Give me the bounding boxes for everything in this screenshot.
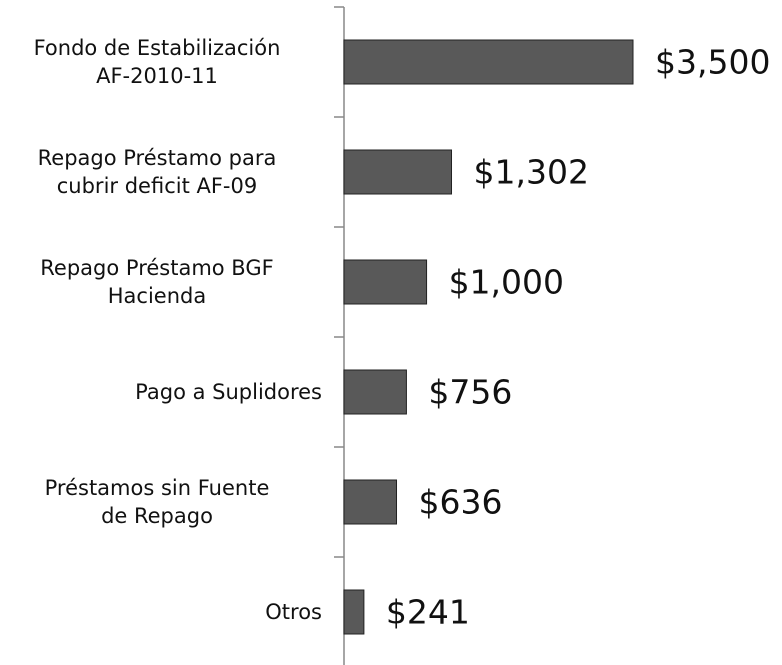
category-label: Préstamos sin Fuente de Repago <box>44 476 270 528</box>
bar <box>343 479 398 525</box>
bar <box>343 369 407 415</box>
category-label: Pago a Suplidores <box>135 380 322 404</box>
category-label: Repago Préstamo para cubrir deficit AF-0… <box>37 146 277 198</box>
bar <box>343 259 428 305</box>
category-label: Repago Préstamo BGF Hacienda <box>40 256 274 308</box>
bar <box>343 589 365 635</box>
value-label: $1,302 <box>474 153 589 192</box>
category-label: Fondo de Estabilización AF-2010-11 <box>33 36 281 88</box>
value-label: $1,000 <box>449 263 564 302</box>
value-label: $636 <box>419 483 503 522</box>
category-label: Otros <box>265 600 322 624</box>
value-label: $241 <box>386 593 470 632</box>
value-label: $756 <box>428 373 512 412</box>
value-label: $3,500 <box>655 43 770 82</box>
bar <box>343 39 634 85</box>
bar <box>343 149 453 195</box>
